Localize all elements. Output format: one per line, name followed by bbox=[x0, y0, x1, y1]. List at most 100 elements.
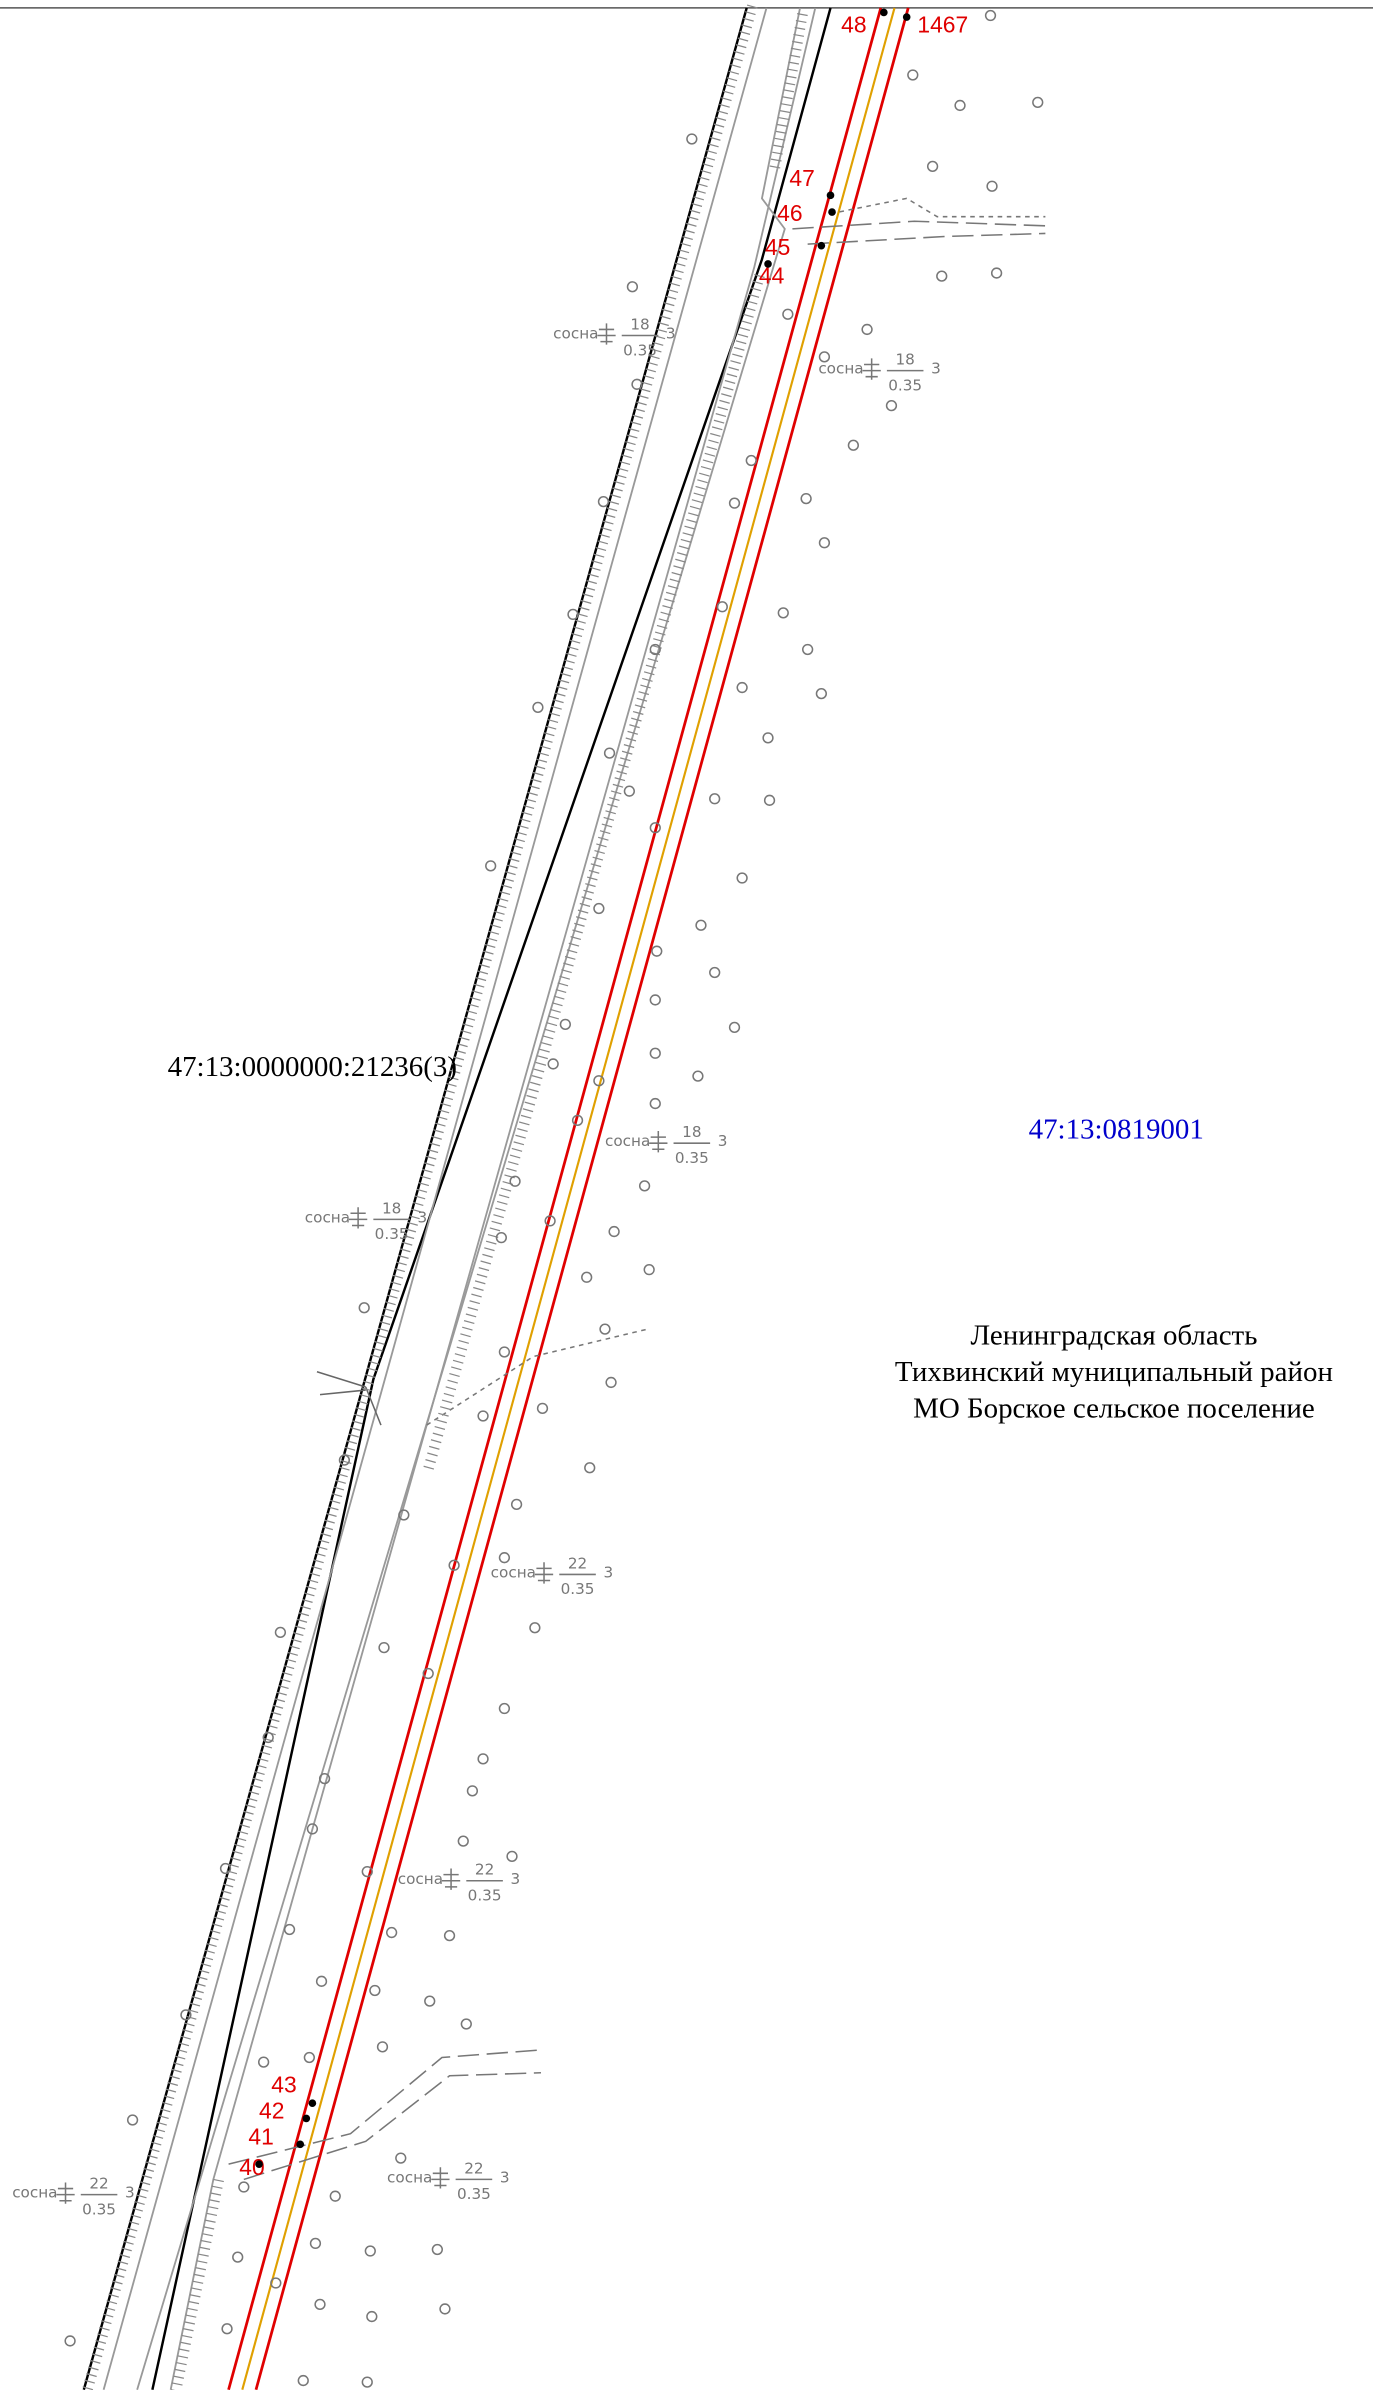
hatch-tick bbox=[420, 1175, 431, 1180]
bush bbox=[728, 1021, 741, 1034]
hatch-tick bbox=[230, 1856, 241, 1862]
hatch-tick bbox=[597, 836, 609, 841]
bush bbox=[529, 1622, 541, 1634]
tree-diameter: 0.35 bbox=[623, 341, 657, 359]
hatch-tick bbox=[432, 1432, 444, 1437]
hatch-tick bbox=[575, 916, 587, 921]
hatch-tick bbox=[663, 302, 675, 307]
hatch-tick bbox=[505, 871, 516, 876]
hatch-tick bbox=[621, 454, 633, 459]
hatch-tick bbox=[615, 474, 627, 479]
hatch-tick bbox=[676, 255, 688, 260]
hatch-tick bbox=[137, 2187, 149, 2192]
hatch-tick bbox=[181, 2334, 193, 2339]
hatch-tick bbox=[192, 2280, 204, 2284]
bush bbox=[649, 822, 661, 834]
hatch-tick bbox=[106, 2300, 118, 2305]
hatch-tick bbox=[772, 151, 783, 155]
hatch-tick bbox=[549, 712, 561, 717]
road-edge bbox=[169, 7, 817, 2390]
hatch-tick bbox=[390, 1281, 402, 1286]
hatch-tick bbox=[570, 936, 582, 941]
hatch-tick bbox=[182, 2028, 193, 2034]
bush bbox=[716, 601, 728, 613]
hatch-tick bbox=[678, 545, 690, 550]
bush bbox=[498, 1552, 511, 1564]
point-marker bbox=[880, 8, 888, 17]
hatch-tick bbox=[458, 1339, 469, 1344]
hatch-tick bbox=[794, 26, 806, 30]
hatch-tick bbox=[737, 333, 749, 338]
tree-symbol bbox=[431, 2167, 450, 2189]
bush bbox=[885, 400, 898, 412]
hatch-tick bbox=[199, 2246, 211, 2250]
hatch-tick bbox=[603, 816, 615, 821]
hatch-tick bbox=[660, 315, 671, 320]
hatch-tick bbox=[84, 2379, 95, 2384]
hatch-tick bbox=[340, 1460, 352, 1465]
tree-height: 22 bbox=[89, 2175, 108, 2193]
hatch-tick bbox=[568, 942, 580, 947]
hatch-tick bbox=[562, 666, 573, 671]
hatch-tick bbox=[521, 811, 533, 816]
hatch-tick bbox=[754, 273, 765, 279]
point-label: 41 bbox=[248, 2123, 273, 2149]
tree-height: 22 bbox=[464, 2159, 483, 2177]
hatch-tick bbox=[647, 657, 659, 663]
hatch-tick bbox=[498, 1194, 510, 1199]
hatch-tick bbox=[355, 1407, 367, 1412]
hatch-tick bbox=[361, 1387, 372, 1392]
hatch-tick bbox=[163, 2095, 175, 2100]
address-line: МО Борское сельское поселение bbox=[913, 1392, 1315, 1424]
red-line bbox=[227, 7, 883, 2390]
hatch-tick bbox=[154, 2128, 166, 2133]
hatch-tick bbox=[567, 646, 579, 651]
hatch-tick bbox=[532, 771, 544, 776]
hatch-tick bbox=[586, 876, 598, 881]
hatch-tick bbox=[112, 2280, 123, 2285]
hatch-tick bbox=[392, 1274, 404, 1279]
tree-species: сосна bbox=[553, 325, 598, 343]
hatch-tick bbox=[219, 1896, 230, 1901]
tree-count: 3 bbox=[418, 1208, 428, 1226]
hatch-tick bbox=[689, 505, 701, 510]
hatch-tick bbox=[590, 566, 601, 571]
bush bbox=[431, 2243, 443, 2256]
bush bbox=[695, 919, 707, 931]
hatch-tick bbox=[687, 216, 699, 221]
hatch-tick bbox=[540, 745, 551, 750]
hatch-tick bbox=[313, 1559, 324, 1564]
bush bbox=[536, 1402, 549, 1414]
path bbox=[830, 197, 1046, 218]
hatch-tick bbox=[739, 30, 751, 35]
hatch-tick bbox=[438, 1109, 450, 1114]
hatch-tick bbox=[553, 995, 565, 1000]
hatch-tick bbox=[185, 2314, 197, 2318]
hatch-tick bbox=[202, 1956, 214, 1961]
hatch-tick bbox=[141, 2174, 153, 2179]
boundary-line bbox=[151, 7, 832, 2390]
hatch-tick bbox=[113, 2273, 125, 2278]
hatch-tick bbox=[300, 1605, 311, 1610]
hatch-tick bbox=[429, 1142, 441, 1147]
bush bbox=[466, 1785, 479, 1797]
hatch-tick bbox=[583, 889, 594, 894]
tree-species: сосна bbox=[387, 2168, 432, 2186]
hatch-tick bbox=[579, 902, 591, 907]
hatch-tick bbox=[331, 1493, 343, 1498]
hatch-tick bbox=[167, 2081, 179, 2086]
hatch-tick bbox=[520, 1114, 532, 1119]
hatch-tick bbox=[143, 2167, 155, 2172]
road-edge bbox=[102, 7, 768, 2390]
hatch-tick bbox=[735, 340, 747, 345]
hatch-tick bbox=[200, 1962, 212, 1967]
hatch-tick bbox=[732, 353, 743, 358]
hatch-tick bbox=[171, 2068, 182, 2073]
path bbox=[426, 1328, 648, 1426]
hatch-tick bbox=[702, 459, 714, 464]
point-marker bbox=[828, 208, 836, 216]
hatch-tick bbox=[614, 777, 626, 782]
hatch-tick bbox=[104, 2306, 116, 2311]
hatch-tick bbox=[721, 97, 732, 102]
hatch-tick bbox=[257, 1757, 269, 1762]
